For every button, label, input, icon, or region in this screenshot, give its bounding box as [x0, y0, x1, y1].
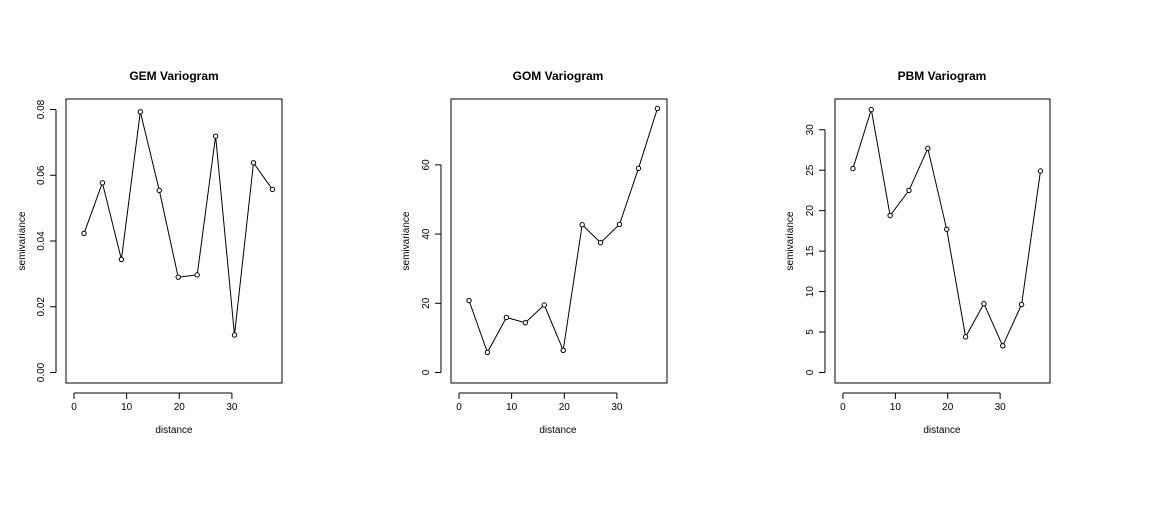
plot-frame — [450, 98, 668, 384]
x-tick-label: 0 — [456, 402, 462, 413]
panel-gom: GOM Variogram distance semivariance 0 10 2… — [401, 69, 668, 436]
chart-title: GOM Variogram — [513, 69, 604, 83]
y-tick-label: 0.04 — [36, 231, 47, 251]
y-tick-label: 5 — [805, 329, 816, 335]
data-point — [466, 297, 472, 304]
x-axis-label: distance — [155, 425, 193, 436]
series-line — [468, 108, 658, 354]
data-point — [887, 212, 893, 219]
data-point — [99, 180, 106, 186]
data-point — [1037, 168, 1044, 174]
y-tick-label: 0.02 — [36, 297, 47, 317]
y-tick-label: 10 — [805, 286, 816, 298]
data-point — [1000, 343, 1006, 349]
x-tick-label: 0 — [71, 402, 77, 413]
data-point — [156, 187, 162, 194]
y-tick-label: 0.00 — [36, 362, 47, 382]
data-point — [118, 256, 125, 263]
y-axis: 0 5 10 15 20 25 30 — [805, 124, 826, 375]
y-tick-label: 20 — [805, 205, 816, 217]
data-point — [850, 165, 856, 172]
x-tick-label: 30 — [611, 402, 623, 413]
y-tick-label: 40 — [421, 228, 432, 240]
data-point — [81, 230, 87, 237]
data-point — [503, 314, 510, 321]
x-axis-label: distance — [923, 425, 961, 436]
x-axis: 0 10 20 30 — [456, 392, 623, 413]
y-tick-label: 25 — [805, 164, 816, 176]
data-point — [250, 160, 257, 166]
y-tick-label: 15 — [805, 245, 816, 257]
data-point — [597, 240, 604, 246]
x-tick-label: 10 — [890, 402, 902, 413]
y-tick-label: 30 — [805, 124, 816, 136]
data-point — [175, 274, 181, 280]
chart-title: GEM Variogram — [129, 69, 218, 83]
plot-frame — [65, 98, 283, 384]
x-tick-label: 20 — [942, 402, 954, 413]
data-point — [943, 226, 950, 232]
x-axis: 0 10 20 30 — [71, 392, 238, 413]
y-tick-label: 60 — [421, 159, 432, 171]
y-axis: 0.00 0.02 0.04 0.06 0.08 — [36, 99, 57, 382]
x-tick-label: 10 — [121, 402, 133, 413]
x-axis-label: distance — [539, 425, 577, 436]
data-point — [579, 222, 585, 228]
data-point — [522, 319, 529, 326]
data-point — [484, 349, 491, 356]
y-tick-label: 20 — [421, 297, 432, 309]
data-point — [560, 347, 566, 354]
plot-area: 0 10 20 30 0 5 10 15 20 25 30 — [805, 98, 1051, 413]
y-axis-label: semivariance — [401, 211, 412, 270]
data-point — [981, 301, 987, 307]
data-point — [868, 106, 874, 113]
y-tick-label: 0 — [421, 369, 432, 375]
y-tick-label: 0.08 — [36, 99, 47, 119]
series-line — [83, 111, 273, 336]
data-point — [925, 145, 931, 152]
data-point — [654, 105, 661, 112]
y-tick-label: 0 — [805, 369, 816, 375]
chart-title: PBM Variogram — [898, 69, 987, 83]
y-tick-label: 0.06 — [36, 165, 47, 185]
panel-gem: GEM Variogram distance semivariance 0 10 2… — [17, 69, 283, 436]
y-axis: 0 20 40 60 — [421, 159, 442, 375]
panel-pbm: PBM Variogram distance semivariance 0 10 2… — [785, 69, 1051, 436]
plot-area: 0 10 20 30 0 20 40 60 — [421, 98, 668, 413]
x-tick-label: 0 — [840, 402, 846, 413]
x-axis: 0 10 20 30 — [840, 392, 1007, 413]
data-point — [212, 133, 219, 139]
plot-frame — [834, 98, 1051, 384]
data-point — [269, 186, 276, 193]
plot-area: 0 10 20 30 0.00 0.02 0.04 0.06 0.08 — [36, 98, 283, 413]
x-tick-label: 20 — [559, 402, 571, 413]
y-axis-label: semivariance — [785, 211, 796, 270]
data-point — [635, 165, 642, 172]
y-axis-label: semivariance — [17, 211, 28, 270]
data-point — [231, 332, 238, 338]
x-tick-label: 20 — [174, 402, 186, 413]
data-point — [962, 334, 969, 340]
data-point — [1018, 301, 1025, 308]
data-point — [541, 302, 547, 308]
data-point — [906, 187, 912, 194]
x-tick-label: 30 — [226, 402, 238, 413]
data-point — [137, 109, 144, 115]
data-point — [616, 221, 623, 228]
x-tick-label: 10 — [506, 402, 518, 413]
x-tick-label: 30 — [995, 402, 1007, 413]
data-point — [194, 272, 200, 278]
